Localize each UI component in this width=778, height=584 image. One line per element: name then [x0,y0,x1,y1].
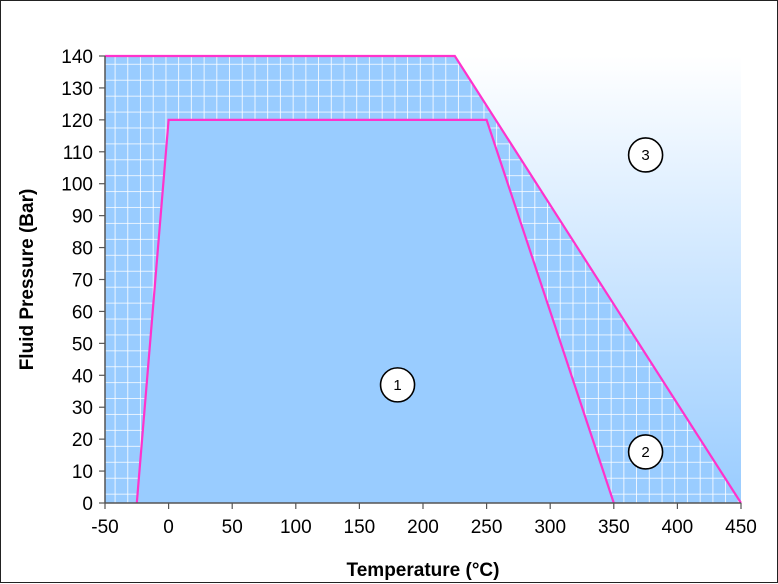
y-tick-label: 70 [72,271,93,292]
region-labels: 1 2 3 [379,137,664,470]
region-3-label: 3 [627,137,664,173]
y-tick-label: 110 [63,143,93,164]
y-axis-title: Fluid Pressure (Bar) [17,189,38,371]
x-tick-label: 350 [598,517,630,538]
x-tick-label: 200 [407,517,439,538]
x-tick-label: 50 [222,517,243,538]
y-tick-label: 30 [72,398,93,419]
y-tick-label: 100 [61,175,93,196]
x-tick-label: 250 [471,517,503,538]
x-tick-label: 450 [725,517,757,538]
y-tick-label: 60 [72,302,93,323]
x-tick-label: 400 [662,517,694,538]
y-tick-label: 90 [72,207,93,228]
boundary-lines [105,54,742,504]
region-1-area [136,119,614,504]
outer-boundary-line [105,54,742,504]
y-tick-label: 20 [72,430,93,451]
region-label-number: 3 [641,147,649,164]
y-tick-label: 40 [72,366,93,387]
y-tick-labels: 0 10 20 30 40 50 60 70 80 90 100 110 120 130 140 [61,47,105,515]
region-label-circle [627,434,664,470]
x-tick-label: 150 [344,517,376,538]
x-tick-label: -50 [91,517,118,538]
x-tick-label: 300 [534,517,566,538]
region-label-circle [627,137,664,173]
x-axis-title: Temperature (°C) [347,560,500,581]
y-tick-label: 0 [82,494,93,515]
y-tick-label: 120 [61,111,93,132]
region-label-number: 1 [393,377,401,394]
inner-boundary-line [135,118,615,504]
region-label-number: 2 [641,444,649,461]
region-2-label: 2 [627,434,664,470]
x-tick-label: 0 [163,517,174,538]
y-tick-label: 10 [72,462,93,483]
region-1-label: 1 [379,367,416,403]
y-tick-label: 140 [61,47,93,68]
y-tick-label: 80 [72,239,93,260]
region-label-circle [379,367,416,403]
x-tick-label: 100 [280,517,312,538]
x-tick-labels: -50 0 50 100 150 200 250 300 350 400 450 [91,503,757,538]
y-tick-label: 130 [61,79,93,100]
y-tick-label: 50 [72,334,93,355]
